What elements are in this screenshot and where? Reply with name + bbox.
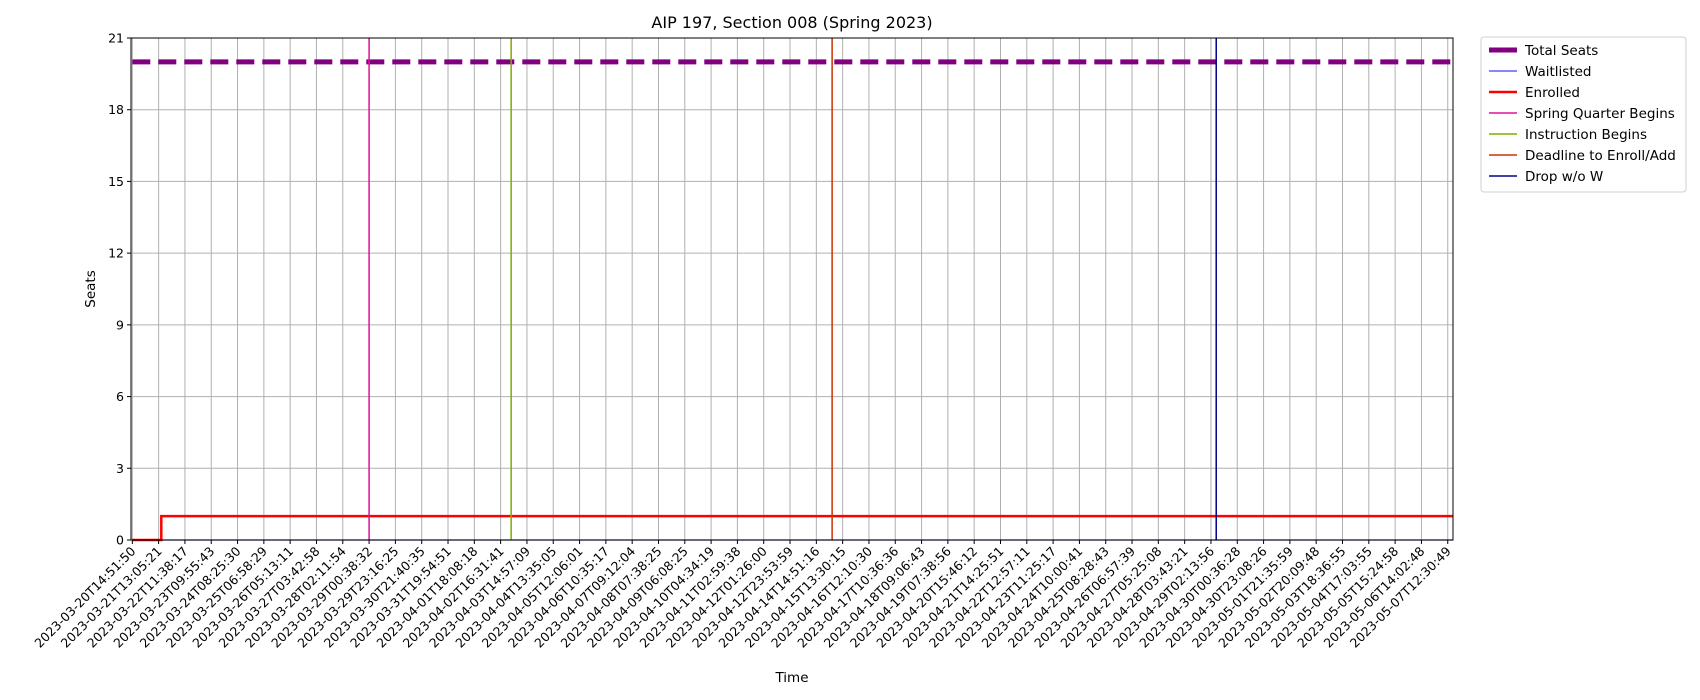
y-tick-label: 6 <box>116 389 124 404</box>
y-tick-label: 0 <box>116 533 124 548</box>
y-tick-label: 15 <box>108 174 124 189</box>
y-tick-label: 9 <box>116 317 124 332</box>
legend-label: Total Seats <box>1524 43 1598 59</box>
plot-frame <box>130 37 1454 541</box>
series-line-enrolled <box>132 514 1453 542</box>
legend-label: Deadline to Enroll/Add <box>1525 148 1676 164</box>
legend-box <box>1480 36 1687 193</box>
plot-area <box>132 38 1453 542</box>
x-axis-label: Time <box>774 670 808 686</box>
y-axis-label: Seats <box>83 270 99 307</box>
legend-label: Waitlisted <box>1525 64 1592 80</box>
chart-title: AIP 197, Section 008 (Spring 2023) <box>651 13 932 32</box>
legend-label: Enrolled <box>1525 85 1580 101</box>
legend: Total Seats Waitlisted Enrolled Spring Quar… <box>1480 36 1687 193</box>
y-tick-label: 3 <box>116 461 124 476</box>
x-axis: 2023-03-20T14:51:502023-03-21T13:05:2120… <box>31 540 1454 651</box>
legend-label: Drop w/o W <box>1525 169 1603 185</box>
legend-label: Instruction Begins <box>1525 127 1647 143</box>
y-tick-label: 21 <box>108 31 124 46</box>
y-axis: 0 3 6 9 12 15 18 21 <box>108 31 131 548</box>
y-tick-label: 12 <box>108 246 124 261</box>
grid <box>131 37 1453 541</box>
y-tick-label: 18 <box>108 102 124 117</box>
legend-label: Spring Quarter Begins <box>1525 106 1675 122</box>
